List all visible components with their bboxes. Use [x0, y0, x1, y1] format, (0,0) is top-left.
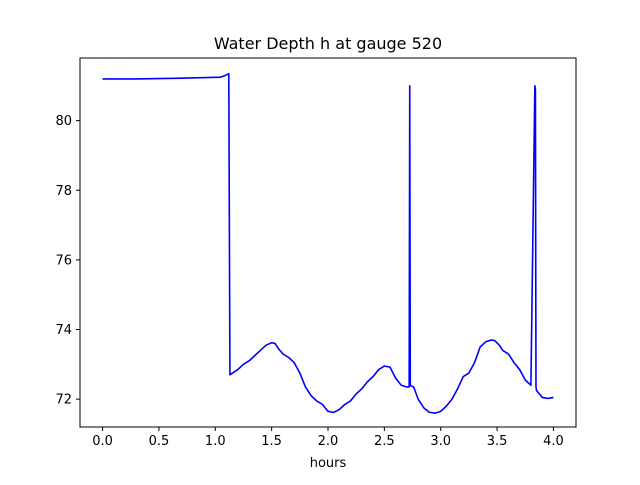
y-axis: 72 74 76 78 80: [55, 114, 80, 408]
x-tick-label: 3.0: [430, 434, 451, 449]
x-tick-label: 4.0: [543, 434, 564, 449]
chart-title: Water Depth h at gauge 520: [214, 34, 442, 53]
x-tick-label: 3.5: [487, 434, 508, 449]
y-tick-label: 72: [55, 393, 72, 408]
y-tick-label: 74: [55, 323, 72, 338]
x-tick-label: 2.5: [374, 434, 395, 449]
x-axis: 0.0 0.5 1.0 1.5 2.0 2.5 3.0 3.5 4.0: [92, 427, 564, 449]
x-tick-label: 1.5: [261, 434, 282, 449]
x-tick-label: 1.0: [205, 434, 226, 449]
y-tick-label: 78: [55, 184, 72, 199]
x-axis-label: hours: [310, 456, 347, 471]
plot-frame: [79, 57, 577, 428]
plot-area: [102, 72, 554, 414]
y-tick-label: 76: [55, 253, 72, 268]
series-line-0: [102, 72, 554, 414]
x-tick-label: 0.0: [92, 434, 113, 449]
x-tick-label: 0.5: [149, 434, 170, 449]
x-tick-label: 2.0: [318, 434, 339, 449]
y-tick-label: 80: [55, 114, 72, 129]
